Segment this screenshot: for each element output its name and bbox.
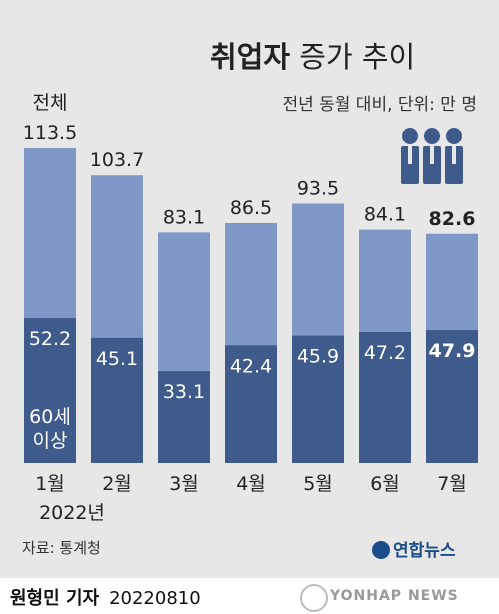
people-group-icon xyxy=(401,128,463,184)
senior-value-label: 52.2 xyxy=(29,328,71,350)
chart-subtitle: 전년 동월 대비, 단위: 만 명 xyxy=(282,95,477,115)
senior-value-label: 47.9 xyxy=(429,340,476,362)
legend-senior-label-line1: 60세 xyxy=(29,406,71,428)
senior-value-label: 33.1 xyxy=(163,381,205,403)
senior-bar xyxy=(359,332,411,463)
total-value-label: 82.6 xyxy=(429,208,476,230)
reporter-name: 원형민 기자 xyxy=(10,588,100,609)
title-rest: 증가 추이 xyxy=(299,40,416,74)
senior-value-label: 45.9 xyxy=(297,346,339,368)
x-tick-label: 7월 xyxy=(437,473,467,495)
source-note: 자료: 통계청 xyxy=(22,539,101,557)
publish-date: 20220810 xyxy=(109,588,201,609)
senior-value-label: 45.1 xyxy=(96,348,138,370)
legend-total-label: 전체 xyxy=(33,92,68,114)
x-tick-label: 6월 xyxy=(370,473,400,495)
x-tick-label: 5월 xyxy=(303,473,333,495)
x-tick-label: 1월 xyxy=(35,473,65,495)
x-tick-label: 4월 xyxy=(236,473,266,495)
legend-senior-label-line2: 이상 xyxy=(33,430,68,452)
total-value-label: 83.1 xyxy=(163,206,205,228)
senior-bar xyxy=(24,318,76,463)
bar-chart: 113.5 52.2 1월 103.7 45.1 2월 83.1 33.1 3월 86.5 42.4… xyxy=(23,92,478,524)
total-value-label: 84.1 xyxy=(364,204,406,226)
senior-value-label: 42.4 xyxy=(230,355,272,377)
agency-name: 연합뉴스 xyxy=(393,541,456,561)
watermark-logo-icon xyxy=(300,584,328,612)
chart-title: 취업자 증가 추이 xyxy=(210,34,415,76)
senior-bar xyxy=(158,371,210,463)
watermark: YONHAP NEWS xyxy=(330,588,459,604)
agency-brand: 연합뉴스 xyxy=(372,536,456,561)
title-bold: 취업자 xyxy=(210,40,291,74)
senior-bar xyxy=(292,335,344,463)
x-tick-label: 2월 xyxy=(102,473,132,495)
chart-panel: 취업자 증가 추이 전년 동월 대비, 단위: 만 명 113.5 52.2 1월 1… xyxy=(0,0,499,578)
total-value-label: 103.7 xyxy=(90,149,144,171)
total-value-label: 113.5 xyxy=(23,122,77,144)
senior-value-label: 47.2 xyxy=(364,342,406,364)
year-label: 2022년 xyxy=(39,502,105,524)
yonhap-logo-icon xyxy=(372,541,390,559)
senior-bar xyxy=(426,330,478,463)
reporter-credit: 원형민 기자 20220810 xyxy=(10,584,201,610)
total-value-label: 93.5 xyxy=(297,178,339,200)
total-value-label: 86.5 xyxy=(230,197,272,219)
senior-bar xyxy=(91,337,143,463)
senior-bar xyxy=(225,345,277,463)
footer-bar: YONHAP NEWS xyxy=(0,578,499,614)
x-tick-label: 3월 xyxy=(169,473,199,495)
